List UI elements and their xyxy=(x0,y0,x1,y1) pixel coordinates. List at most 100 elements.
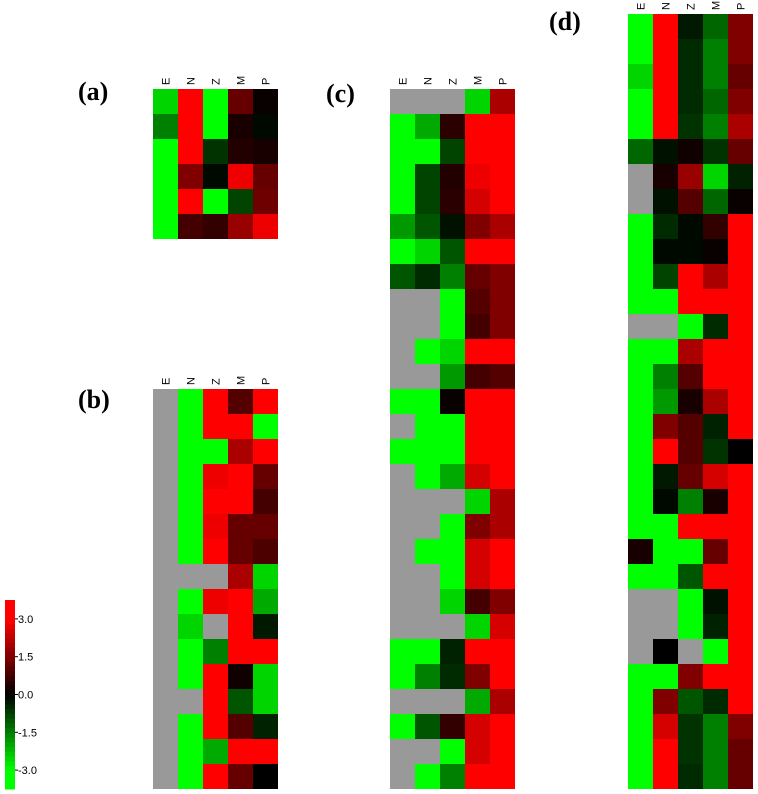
heat-cell xyxy=(178,389,203,414)
heat-cell xyxy=(415,514,440,539)
column-label: Z xyxy=(211,78,223,85)
heat-cell xyxy=(178,89,203,114)
colorbar-swatch xyxy=(5,741,15,747)
heat-cell xyxy=(178,739,203,764)
heat-cell xyxy=(678,639,703,664)
heat-cell xyxy=(253,89,278,114)
heat-cell xyxy=(228,489,253,514)
heat-cell xyxy=(415,164,440,189)
heat-cell xyxy=(653,89,678,114)
heat-cell xyxy=(703,414,728,439)
heat-cell xyxy=(728,239,753,264)
heat-cell xyxy=(203,514,228,539)
heat-cell xyxy=(628,89,653,114)
heat-cell xyxy=(415,114,440,139)
heat-cell xyxy=(628,339,653,364)
heat-cell xyxy=(653,514,678,539)
colorbar-swatch xyxy=(5,784,15,790)
heat-cell xyxy=(203,89,228,114)
heat-cell xyxy=(490,439,515,464)
heat-cell xyxy=(653,114,678,139)
heat-cell xyxy=(390,364,415,389)
heat-cell xyxy=(390,464,415,489)
heat-cell xyxy=(490,264,515,289)
heat-cell xyxy=(465,489,490,514)
heat-cell xyxy=(203,464,228,489)
heat-cell xyxy=(653,614,678,639)
heat-cell xyxy=(415,314,440,339)
heat-cell xyxy=(415,639,440,664)
heat-cell xyxy=(415,139,440,164)
heat-cell xyxy=(628,514,653,539)
heat-cell xyxy=(203,689,228,714)
heat-cell xyxy=(678,489,703,514)
heat-cell xyxy=(253,164,278,189)
heat-cell xyxy=(653,139,678,164)
heat-cell xyxy=(628,439,653,464)
heat-cell xyxy=(415,239,440,264)
heat-cell xyxy=(465,214,490,239)
colorbar-swatch xyxy=(5,774,15,781)
heat-cell xyxy=(490,164,515,189)
heat-cell xyxy=(703,289,728,314)
heat-cell xyxy=(153,689,178,714)
heat-cell xyxy=(703,39,728,64)
heat-cell xyxy=(440,764,465,789)
heat-cell xyxy=(728,114,753,139)
heat-cell xyxy=(465,289,490,314)
heat-cell xyxy=(253,764,278,789)
heat-cell xyxy=(153,764,178,789)
heat-cell xyxy=(465,314,490,339)
heat-cell xyxy=(390,439,415,464)
heat-cell xyxy=(465,389,490,414)
heat-cell xyxy=(465,89,490,114)
heat-cell xyxy=(490,514,515,539)
heat-cell xyxy=(440,614,465,639)
heat-cell xyxy=(153,639,178,664)
heat-cell xyxy=(653,314,678,339)
heat-cell xyxy=(628,639,653,664)
heat-cell xyxy=(440,414,465,439)
heat-cell xyxy=(390,139,415,164)
heat-cell xyxy=(440,139,465,164)
heat-cell xyxy=(678,339,703,364)
panel-title: (d) xyxy=(549,7,581,36)
heat-cell xyxy=(415,189,440,214)
heat-cell xyxy=(415,264,440,289)
heat-cell xyxy=(678,664,703,689)
heat-cell xyxy=(628,139,653,164)
heat-cell xyxy=(703,239,728,264)
heat-cell xyxy=(728,639,753,664)
heat-cell xyxy=(465,539,490,564)
heat-cell xyxy=(703,189,728,214)
heat-cell xyxy=(465,739,490,764)
heat-cell xyxy=(703,564,728,589)
heat-cell xyxy=(178,214,203,239)
heat-cell xyxy=(678,764,703,789)
column-label: M xyxy=(236,76,248,85)
colorbar-swatch xyxy=(5,718,15,724)
heat-cell xyxy=(703,214,728,239)
heat-cell xyxy=(628,239,653,264)
heat-cell xyxy=(703,164,728,189)
colorbar-swatch xyxy=(5,703,15,710)
heat-cell xyxy=(203,214,228,239)
heat-cell xyxy=(490,214,515,239)
heat-cell xyxy=(678,14,703,39)
heat-cell xyxy=(490,389,515,414)
column-label: N xyxy=(423,77,435,85)
heat-cell xyxy=(703,14,728,39)
heat-cell xyxy=(415,439,440,464)
heat-cell xyxy=(390,89,415,114)
heat-cell xyxy=(440,339,465,364)
heat-cell xyxy=(390,339,415,364)
heat-cell xyxy=(490,314,515,339)
heat-cell xyxy=(228,639,253,664)
heat-cell xyxy=(440,739,465,764)
heat-cell xyxy=(440,289,465,314)
heat-cell xyxy=(178,189,203,214)
heat-cell xyxy=(728,564,753,589)
column-label: E xyxy=(398,78,410,85)
heat-cell xyxy=(728,189,753,214)
